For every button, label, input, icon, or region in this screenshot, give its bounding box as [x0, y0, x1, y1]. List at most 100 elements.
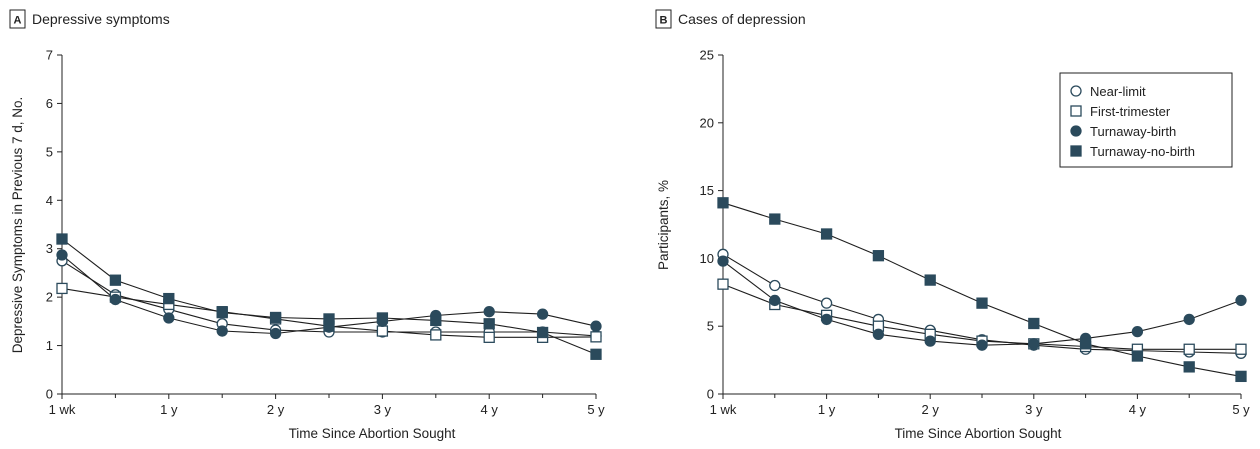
- panel-b-y-tick-label: 15: [700, 183, 714, 198]
- legend-label-turnaway-birth: Turnaway-birth: [1090, 124, 1176, 139]
- panel-b-title: Cases of depression: [678, 11, 806, 27]
- panel-b-point-turnaway-birth: [1235, 294, 1247, 307]
- panel-a-point-turnaway-birth: [483, 306, 495, 318]
- panel-a-point-turnaway-no-birth: [376, 312, 389, 324]
- panel-b-point-turnaway-birth: [1131, 325, 1144, 338]
- panel-b-x-tick-label: 3 y: [1025, 402, 1043, 417]
- panel-b-point-near-limit: [769, 279, 781, 292]
- panel-a-point-turnaway-no-birth: [269, 311, 282, 324]
- panel-a-x-tick-label: 5 y: [587, 402, 605, 417]
- panel-a-point-turnaway-birth: [109, 293, 122, 306]
- panel-b-point-turnaway-birth: [717, 255, 729, 267]
- panel-b-letter-box: [655, 9, 672, 29]
- panel-b-point-turnaway-birth: [769, 294, 781, 307]
- legend-item-near-limit: Near-limit: [1070, 84, 1146, 99]
- legend-label-near-limit: Near-limit: [1090, 84, 1146, 99]
- panel-a-y-axis-title: Depressive Symptoms in Previous 7 d, No.: [10, 97, 25, 354]
- legend: Near-limit First-trimester Turnaway-birt…: [1059, 72, 1233, 168]
- panel-b-point-turnaway-birth: [976, 339, 988, 351]
- panel-a-y-tick-label: 7: [46, 48, 53, 63]
- panel-b-point-near-limit: [820, 297, 833, 309]
- panel-b-y-tick-label: 20: [700, 115, 714, 130]
- panel-b-point-turnaway-no-birth: [1131, 350, 1144, 362]
- panel-b-point-turnaway-birth: [820, 313, 833, 326]
- legend-marker-symbol-near-limit: [1070, 85, 1082, 97]
- panel-a-letter-box: [9, 9, 26, 29]
- panel-a-point-turnaway-no-birth: [216, 306, 228, 319]
- panel-b-x-tick-label: 1 y: [818, 402, 836, 417]
- panel-a-header: A Depressive symptoms: [9, 9, 170, 29]
- panel-b-point-turnaway-no-birth: [976, 297, 988, 309]
- legend-box: [1059, 72, 1233, 168]
- legend-marker-symbol-first-trimester: [1070, 105, 1082, 117]
- legend-marker-first-trimester: [1070, 105, 1082, 117]
- panel-b-point-turnaway-birth: [872, 328, 885, 340]
- panel-b-point-turnaway-no-birth: [1183, 361, 1195, 373]
- panel-a-x-tick-label: 2 y: [267, 402, 285, 417]
- panel-b-y-tick-label: 0: [707, 387, 714, 402]
- panel-b-point-turnaway-no-birth: [872, 250, 885, 262]
- legend-marker-turnaway-birth: [1070, 125, 1082, 137]
- panel-b-chart: Time Since Abortion Sought Participants,…: [656, 48, 1250, 442]
- legend-marker-symbol-turnaway-no-birth: [1070, 145, 1082, 157]
- panel-a-point-turnaway-no-birth: [163, 292, 175, 305]
- legend-item-first-trimester: First-trimester: [1070, 104, 1171, 119]
- panel-a-point-turnaway-birth: [269, 327, 282, 340]
- panel-b-point-turnaway-no-birth: [1028, 317, 1040, 330]
- panel-b-point-turnaway-birth: [924, 335, 936, 347]
- panel-a-point-turnaway-no-birth: [109, 274, 122, 286]
- panel-a-point-turnaway-no-birth: [323, 313, 335, 325]
- panel-b-point-first-trimester: [1183, 343, 1195, 355]
- panel-b-point-first-trimester: [1235, 343, 1247, 355]
- panel-a-point-turnaway-birth: [216, 325, 228, 337]
- panel-b-point-turnaway-no-birth: [1079, 338, 1092, 350]
- panel-a-point-turnaway-no-birth: [483, 318, 495, 330]
- panel-a-chart: Time Since Abortion Sought Depressive Sy…: [10, 48, 605, 442]
- panel-b-point-turnaway-no-birth: [1235, 370, 1247, 383]
- panel-b-x-tick-label: 2 y: [922, 402, 940, 417]
- legend-label-first-trimester: First-trimester: [1090, 104, 1171, 119]
- panel-a-y-tick-label: 4: [46, 193, 53, 208]
- panel-a-x-tick-label: 3 y: [374, 402, 392, 417]
- panel-a-y-tick-label: 1: [46, 338, 53, 353]
- panel-b-letter: B: [660, 15, 668, 27]
- panel-b-x-tick-label: 5 y: [1232, 402, 1250, 417]
- panel-a-y-tick-label: 5: [46, 144, 53, 159]
- panel-a-point-turnaway-no-birth: [590, 348, 602, 360]
- panel-a-y-tick-label: 6: [46, 96, 53, 111]
- panel-a-point-first-trimester: [590, 331, 602, 343]
- panel-b-point-turnaway-no-birth: [717, 197, 729, 209]
- panel-a-x-tick-label: 4 y: [481, 402, 499, 417]
- panel-a-y-tick-label: 2: [46, 290, 53, 305]
- panel-a-point-turnaway-birth: [590, 320, 602, 332]
- panel-b-header: B Cases of depression: [655, 9, 806, 29]
- panel-a-point-turnaway-no-birth: [536, 326, 549, 339]
- panel-b-x-tick-label: 4 y: [1129, 402, 1147, 417]
- panel-a-x-tick-label: 1 wk: [49, 402, 76, 417]
- panel-b-x-tick-label: 1 wk: [710, 402, 737, 417]
- panel-b-point-turnaway-no-birth: [769, 213, 781, 225]
- panel-a-point-first-trimester: [430, 329, 442, 341]
- panel-b-point-turnaway-no-birth: [820, 228, 833, 240]
- panel-a-letter: A: [14, 15, 22, 27]
- panel-b-y-tick-label: 10: [700, 251, 714, 266]
- panel-a-point-turnaway-birth: [56, 249, 68, 261]
- panel-a-y-tick-label: 3: [46, 241, 53, 256]
- panel-a-x-axis-title: Time Since Abortion Sought: [289, 426, 456, 441]
- legend-item-turnaway-no-birth: Turnaway-no-birth: [1070, 144, 1195, 159]
- legend-label-turnaway-no-birth: Turnaway-no-birth: [1090, 144, 1195, 159]
- legend-marker-near-limit: [1070, 85, 1082, 97]
- panel-b-point-first-trimester: [717, 278, 729, 290]
- panel-a-point-turnaway-no-birth: [430, 314, 442, 327]
- panel-a-point-turnaway-birth: [536, 308, 549, 320]
- panel-a-point-first-trimester: [56, 282, 68, 295]
- panel-b-point-turnaway-birth: [1183, 313, 1195, 326]
- panel-a-point-first-trimester: [376, 325, 389, 337]
- panel-b-y-tick-label: 25: [700, 48, 714, 63]
- panel-a-x-tick-label: 1 y: [160, 402, 178, 417]
- panel-a-point-turnaway-no-birth: [56, 233, 68, 245]
- panel-b-x-axis-title: Time Since Abortion Sought: [895, 426, 1062, 441]
- panel-b-point-turnaway-birth: [1028, 338, 1040, 350]
